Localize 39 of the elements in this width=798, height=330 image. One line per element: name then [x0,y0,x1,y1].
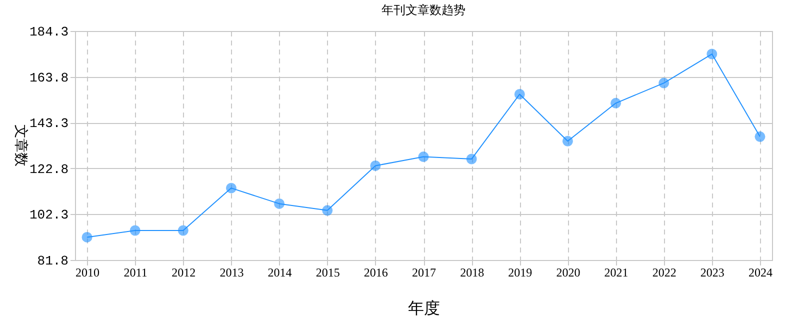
x-tick-label: 2019 [508,266,532,280]
point [322,205,333,216]
x-tick-label: 2015 [316,266,340,280]
point [466,154,477,164]
point [562,136,573,146]
x-tick-label: 2024 [748,266,772,280]
x-tick-label: 2011 [124,266,148,280]
y-tick-label: 143.3 [29,116,68,132]
x-tick-label: 2016 [364,266,388,280]
point [418,152,429,162]
point [274,198,285,209]
y-tick-label: 102.3 [29,208,68,223]
point [514,88,525,100]
x-axis-title: 年度 [408,298,440,318]
point [226,182,236,194]
x-tick-label: 2022 [652,266,676,280]
x-tick-label: 2012 [172,266,196,280]
x-tick-label: 2017 [412,266,436,280]
x-tick-label: 2020 [556,266,580,280]
x-tick-label: 2018 [460,266,484,280]
x-tick-label: 2021 [604,266,628,280]
point [82,232,92,242]
x-tick-label: 2013 [220,266,244,280]
point [706,48,718,60]
chart-title: 年刊文章数趋势 [382,3,466,17]
point [754,131,766,142]
y-tick-label: 184.3 [29,24,68,40]
y-tick-label: 122.8 [29,162,68,177]
point [130,225,140,236]
y-tick-label: 81.8 [37,254,68,268]
point [370,160,381,171]
x-tick-label: 2014 [268,266,292,280]
x-tick-label: 2010 [76,266,100,280]
point [178,225,188,236]
x-tick-label: 2023 [700,266,724,280]
point [610,98,622,108]
y-tick-label: 163.8 [29,70,68,86]
y-axis-title: 文章数 [12,124,28,166]
point [658,78,670,88]
